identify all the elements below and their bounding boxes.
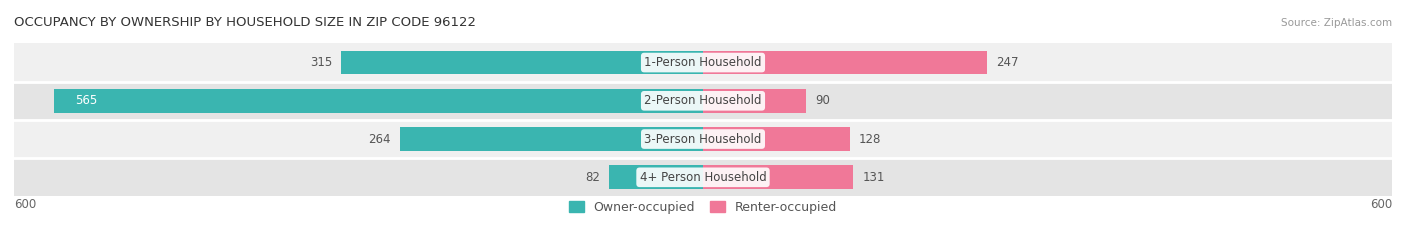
Text: 128: 128: [859, 133, 882, 146]
Bar: [399, 127, 703, 151]
Text: 90: 90: [815, 94, 831, 107]
Text: 600: 600: [14, 199, 37, 212]
Text: 3-Person Household: 3-Person Household: [644, 133, 762, 146]
Bar: [342, 51, 703, 74]
Text: 131: 131: [863, 171, 884, 184]
Bar: [55, 89, 703, 113]
Bar: [609, 165, 703, 189]
Bar: [14, 120, 1392, 158]
Text: 247: 247: [995, 56, 1018, 69]
Text: OCCUPANCY BY OWNERSHIP BY HOUSEHOLD SIZE IN ZIP CODE 96122: OCCUPANCY BY OWNERSHIP BY HOUSEHOLD SIZE…: [14, 16, 477, 29]
Text: 4+ Person Household: 4+ Person Household: [640, 171, 766, 184]
Text: 264: 264: [368, 133, 391, 146]
Bar: [703, 127, 851, 151]
Text: 565: 565: [75, 94, 97, 107]
Bar: [14, 158, 1392, 196]
Text: Source: ZipAtlas.com: Source: ZipAtlas.com: [1281, 18, 1392, 28]
Bar: [703, 165, 853, 189]
Text: 2-Person Household: 2-Person Household: [644, 94, 762, 107]
Text: 600: 600: [1369, 199, 1392, 212]
Legend: Owner-occupied, Renter-occupied: Owner-occupied, Renter-occupied: [568, 201, 838, 214]
Bar: [14, 43, 1392, 82]
Text: 1-Person Household: 1-Person Household: [644, 56, 762, 69]
Bar: [703, 51, 987, 74]
Bar: [14, 82, 1392, 120]
Text: 315: 315: [309, 56, 332, 69]
Text: 82: 82: [585, 171, 599, 184]
Bar: [703, 89, 807, 113]
